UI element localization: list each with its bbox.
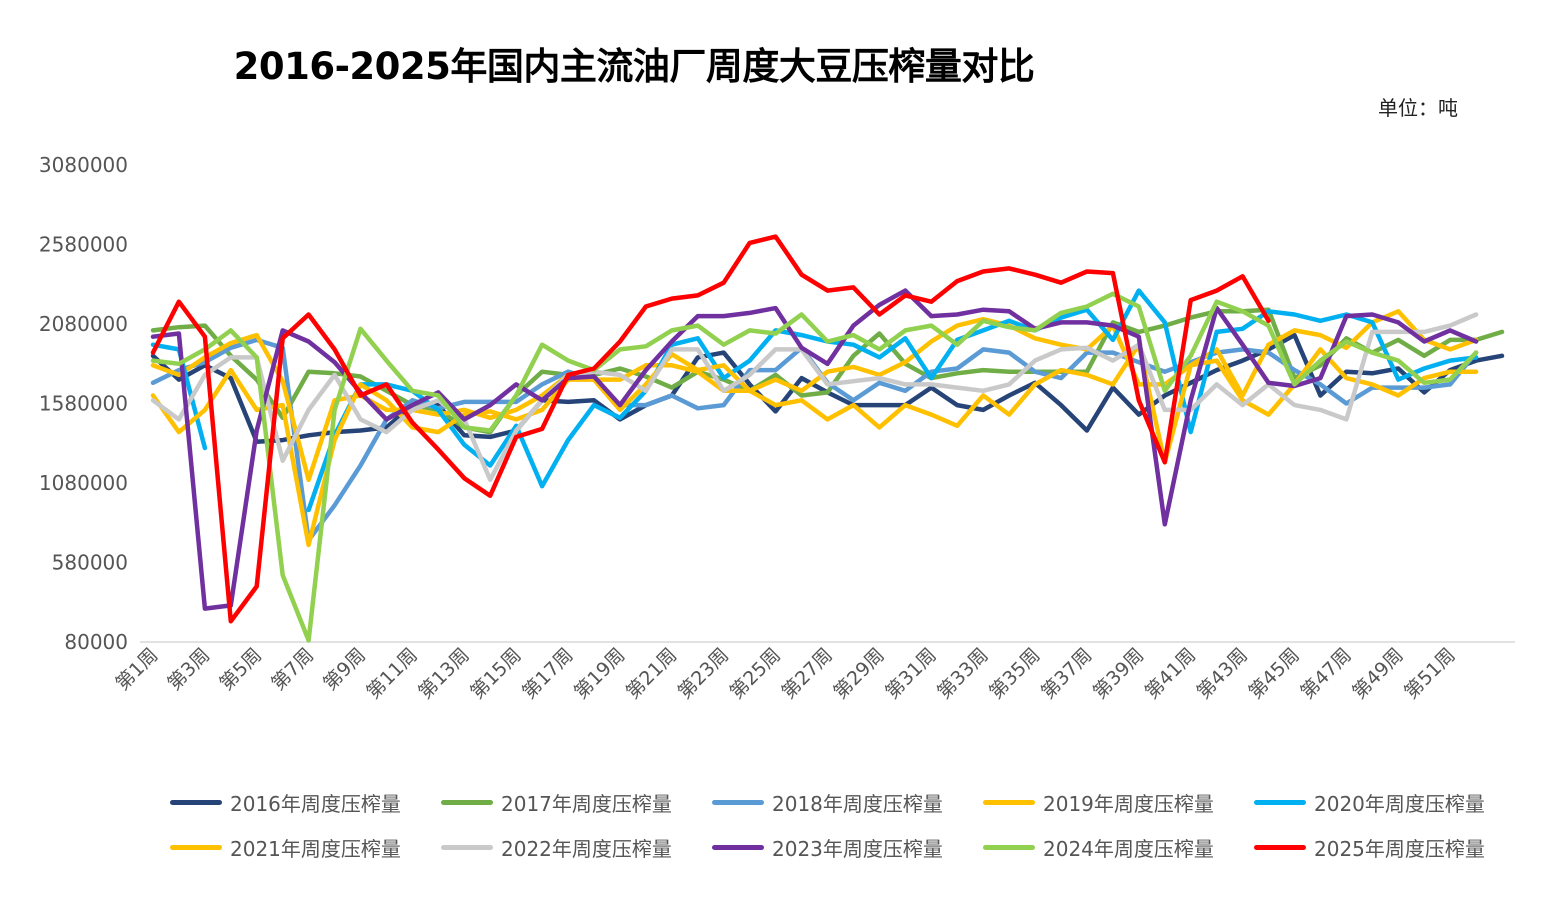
legend-label: 2018年周度压榨量 (772, 792, 943, 816)
x-tick-label: 第21周 (622, 644, 682, 704)
y-tick-label: 2080000 (39, 312, 128, 336)
legend-swatch (441, 845, 493, 850)
legend-item: 2020年周度压榨量 (1254, 788, 1525, 817)
legend-label: 2016年周度压榨量 (230, 792, 401, 816)
series-line-2023年周度压榨量 (150, 288, 1479, 611)
x-tick-label: 第31周 (881, 644, 941, 704)
x-tick-label: 第11周 (362, 644, 422, 704)
legend-label: 2025年周度压榨量 (1314, 837, 1485, 861)
x-tick-label: 第15周 (466, 644, 526, 704)
x-tick-label: 第5周 (215, 644, 266, 695)
legend-label: 2021年周度压榨量 (230, 837, 401, 861)
legend-swatch (441, 800, 493, 805)
chart-title: 2016-2025年国内主流油厂周度大豆压榨量对比 (233, 45, 1035, 88)
y-tick-label: 580000 (52, 551, 128, 575)
x-tick-label: 第39周 (1089, 644, 1149, 704)
legend-swatch (170, 845, 222, 850)
x-tick-label: 第27周 (778, 644, 838, 704)
x-tick-label: 第25周 (726, 644, 786, 704)
legend-label: 2019年周度压榨量 (1043, 792, 1214, 816)
legend-label: 2020年周度压榨量 (1314, 792, 1485, 816)
legend: 2016年周度压榨量 2017年周度压榨量 2018年周度压榨量 2019年周度压榨量… (170, 788, 1510, 862)
x-tick-label: 第37周 (1037, 644, 1097, 704)
x-tick-label: 第17周 (518, 644, 578, 704)
legend-item: 2025年周度压榨量 (1254, 833, 1525, 862)
x-tick-label: 第35周 (985, 644, 1045, 704)
y-tick-label: 1580000 (39, 392, 128, 416)
legend-item: 2022年周度压榨量 (441, 833, 712, 862)
legend-label: 2024年周度压榨量 (1043, 837, 1214, 861)
legend-swatch (1254, 800, 1306, 805)
x-tick-label: 第51周 (1400, 644, 1460, 704)
y-tick-label: 1080000 (39, 471, 128, 495)
legend-item: 2016年周度压榨量 (170, 788, 441, 817)
x-tick-label: 第49周 (1348, 644, 1408, 704)
legend-label: 2023年周度压榨量 (772, 837, 943, 861)
legend-label: 2022年周度压榨量 (501, 837, 672, 861)
x-tick-label: 第45周 (1244, 644, 1304, 704)
y-tick-label: 80000 (64, 630, 128, 654)
legend-swatch (1254, 845, 1306, 850)
legend-label: 2017年周度压榨量 (501, 792, 672, 816)
legend-item: 2019年周度压榨量 (983, 788, 1254, 817)
series-line-2024年周度压榨量 (150, 291, 1479, 643)
x-tick-label: 第3周 (163, 644, 214, 695)
x-tick-label: 第29周 (829, 644, 889, 704)
legend-item: 2021年周度压榨量 (170, 833, 441, 862)
legend-swatch (712, 800, 764, 805)
x-tick-label: 第33周 (933, 644, 993, 704)
series-line-2022年周度压榨量 (150, 312, 1479, 483)
x-tick-label: 第13周 (414, 644, 474, 704)
legend-swatch (983, 845, 1035, 850)
legend-swatch (712, 845, 764, 850)
legend-item: 2017年周度压榨量 (441, 788, 712, 817)
x-tick-label: 第47周 (1296, 644, 1356, 704)
legend-item: 2018年周度压榨量 (712, 788, 983, 817)
legend-item: 2023年周度压榨量 (712, 833, 983, 862)
legend-swatch (983, 800, 1035, 805)
x-tick-label: 第23周 (674, 644, 734, 704)
y-tick-label: 3080000 (39, 153, 128, 177)
legend-swatch (170, 800, 222, 805)
unit-label: 单位：吨 (1378, 96, 1458, 120)
x-tick-label: 第41周 (1141, 644, 1201, 704)
legend-item: 2024年周度压榨量 (983, 833, 1254, 862)
y-tick-label: 2580000 (39, 233, 128, 257)
series-line-2025年周度压榨量 (150, 234, 1271, 624)
x-tick-label: 第7周 (267, 644, 318, 695)
x-tick-label: 第19周 (570, 644, 630, 704)
x-tick-label: 第43周 (1193, 644, 1253, 704)
